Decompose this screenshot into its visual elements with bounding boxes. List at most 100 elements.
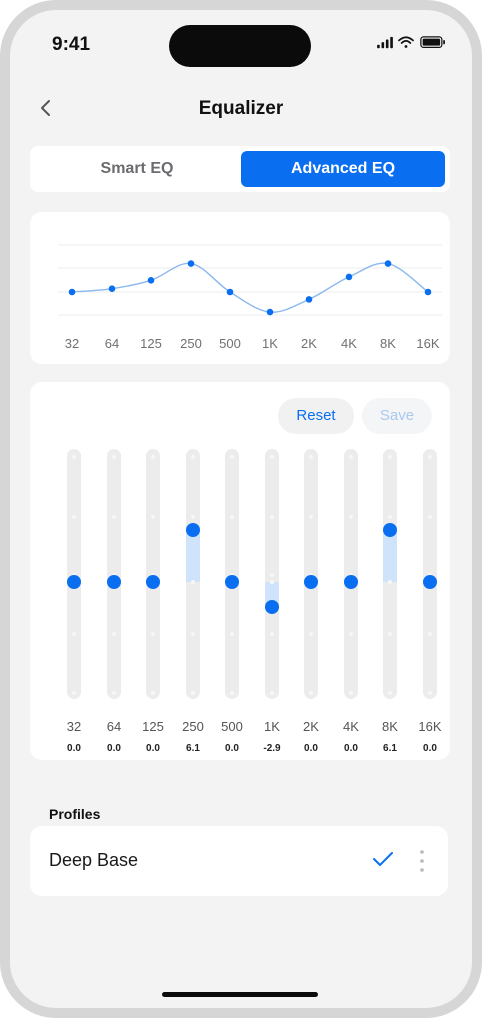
slider-zero-marker (270, 580, 274, 584)
eq-slider-knob-32[interactable] (67, 575, 81, 589)
band-gain-value: 6.1 (186, 743, 200, 754)
band-gain-value: 0.0 (344, 743, 358, 754)
slider-tick (270, 632, 274, 636)
slider-tick (388, 515, 392, 519)
slider-tick (388, 632, 392, 636)
eq-slider-knob-1k[interactable] (265, 599, 279, 614)
band-gain-value: 0.0 (146, 743, 160, 754)
curve-frequency-label: 500 (219, 336, 241, 351)
band-gain-value: 6.1 (383, 743, 397, 754)
slider-tick (151, 632, 155, 636)
eq-slider-knob-125[interactable] (146, 575, 160, 589)
more-vertical-icon[interactable] (416, 846, 428, 876)
slider-tick (72, 515, 76, 519)
slider-tick (151, 515, 155, 519)
curve-frequency-label: 4K (341, 336, 357, 351)
band-gain-value: 0.0 (304, 743, 318, 754)
reset-button[interactable]: Reset (278, 398, 354, 434)
slider-tick (72, 455, 76, 459)
band-gain-value: 0.0 (423, 743, 437, 754)
slider-tick (191, 632, 195, 636)
eq-curve-point (424, 288, 432, 296)
band-gain-value: 0.0 (67, 743, 81, 754)
eq-slider-knob-500[interactable] (225, 575, 239, 589)
slider-tick (428, 691, 432, 695)
band-frequency-label: 500 (221, 719, 243, 734)
eq-slider-track-250[interactable] (186, 449, 200, 699)
profiles-heading: Profiles (49, 806, 101, 822)
eq-slider-knob-2k[interactable] (304, 575, 318, 589)
chevron-left-icon[interactable] (32, 94, 62, 124)
status-bar: 9:41 (10, 10, 472, 70)
eq-slider-knob-16k[interactable] (423, 575, 437, 589)
band-gain-value: -2.9 (263, 743, 281, 754)
slider-zero-marker (191, 580, 195, 584)
eq-curve-point (384, 260, 392, 267)
battery-icon (420, 36, 445, 48)
band-gain-value: 0.0 (225, 743, 239, 754)
slider-tick (191, 455, 195, 459)
home-indicator (162, 992, 318, 997)
slider-tick (230, 515, 234, 519)
band-frequency-label: 125 (142, 719, 164, 734)
slider-tick (349, 455, 353, 459)
slider-tick (72, 691, 76, 695)
slider-tick (151, 455, 155, 459)
band-frequency-label: 16K (418, 719, 442, 734)
eq-slider-track-125[interactable] (146, 449, 160, 699)
eq-slider-knob-250[interactable] (186, 522, 200, 537)
slider-tick (349, 691, 353, 695)
eq-slider-track-4k[interactable] (344, 449, 358, 699)
slider-tick (230, 691, 234, 695)
screen: 9:41 (10, 10, 472, 1008)
eq-slider-track-32[interactable] (67, 449, 81, 699)
band-frequency-label: 2K (303, 719, 319, 734)
eq-slider-track-8k[interactable] (383, 449, 397, 699)
slider-tick (112, 691, 116, 695)
profile-item[interactable]: Deep Base (30, 826, 448, 896)
slider-tick (428, 455, 432, 459)
slider-tick (230, 455, 234, 459)
band-frequency-label: 8K (382, 719, 398, 734)
eq-slider-track-1k[interactable] (265, 449, 279, 699)
slider-tick (309, 515, 313, 519)
nav-bar: Equalizer (10, 88, 472, 132)
eq-slider-track-2k[interactable] (304, 449, 318, 699)
slider-tick (270, 573, 274, 577)
slider-tick (112, 632, 116, 636)
wifi-icon (398, 36, 414, 48)
band-frequency-label: 1K (264, 719, 280, 734)
eq-slider-track-500[interactable] (225, 449, 239, 699)
curve-frequency-label: 250 (180, 336, 202, 351)
eq-slider-knob-8k[interactable] (383, 522, 397, 537)
slider-tick (270, 515, 274, 519)
eq-slider-track-64[interactable] (107, 449, 121, 699)
slider-tick (309, 455, 313, 459)
eq-slider-knob-4k[interactable] (344, 575, 358, 589)
eq-curve-line (71, 262, 429, 313)
curve-frequency-label: 8K (380, 336, 396, 351)
band-frequency-label: 64 (106, 719, 122, 734)
signal-icon (377, 36, 393, 49)
eq-curve-point (266, 308, 274, 316)
slider-tick (428, 515, 432, 519)
eq-sliders-card: Reset Save 32 0.0 64 0.0 125 0.0 250 6.1 500 0.0 1… (30, 382, 450, 760)
tab-advanced-eq[interactable]: Advanced EQ (241, 151, 445, 187)
eq-curve-point (108, 285, 116, 292)
slider-zero-marker (388, 580, 392, 584)
slider-tick (191, 691, 195, 695)
curve-frequency-labels: 32 64 125 250 500 1K 2K 4K 8K 16K (30, 336, 450, 354)
slider-tick (309, 691, 313, 695)
eq-slider-knob-64[interactable] (107, 575, 121, 589)
curve-frequency-label: 32 (64, 336, 80, 351)
eq-curve-point (147, 276, 155, 284)
status-time: 9:41 (52, 34, 91, 55)
band-frequency-label: 4K (343, 719, 359, 734)
tab-smart-eq[interactable]: Smart EQ (100, 160, 174, 177)
eq-mode-segmented-control: Smart EQ Advanced EQ (30, 146, 450, 192)
save-button[interactable]: Save (362, 398, 432, 434)
eq-slider-track-16k[interactable] (423, 449, 437, 699)
curve-frequency-label: 64 (104, 336, 120, 351)
band-gain-value: 0.0 (107, 743, 121, 754)
slider-tick (270, 455, 274, 459)
